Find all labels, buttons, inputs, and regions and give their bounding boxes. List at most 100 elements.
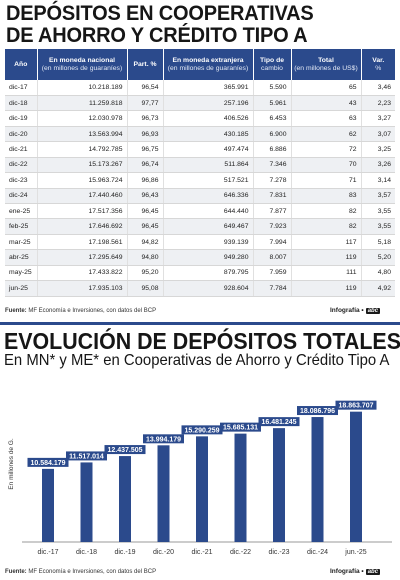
x-tick-label: dic.-17 (37, 549, 58, 556)
table-cell: 17.935.103 (36, 280, 127, 297)
table-cell: dic-24 (5, 188, 37, 205)
table-cell: 82 (290, 203, 361, 220)
table-cell: 939.139 (162, 234, 253, 251)
table-cell: 365.991 (162, 80, 253, 96)
bar-dic.-24 (311, 417, 324, 542)
chart-credit-label: Infografía • (330, 568, 364, 575)
table-cell: 83 (290, 188, 361, 205)
table-cell: 95,08 (126, 280, 163, 297)
column-header-label: Total (318, 56, 334, 64)
table-cell: 497.474 (162, 141, 253, 158)
table-cell: 72 (290, 141, 361, 158)
table-cell: 96,43 (126, 188, 163, 205)
table-cell: 644.440 (162, 203, 253, 220)
data-label: 16.481.245 (261, 419, 296, 426)
bar-dic.-18 (80, 462, 93, 542)
table-row: dic-21 14.792.785 96,75 497.474 6.886 72 3,25 (5, 141, 395, 158)
data-label: 15.290.259 (184, 427, 219, 434)
bar-dic.-22 (234, 433, 247, 542)
table-cell: 63 (290, 110, 361, 127)
deposits-bar-chart: En millones de G. 10.584.179 dic.-17 11.517… (8, 400, 392, 556)
column-header-sub: cambio (261, 64, 283, 72)
table-cell: 17.198.561 (36, 234, 127, 251)
data-label-box (297, 406, 338, 416)
table-cell: 119 (290, 280, 361, 297)
table-cell: 111 (290, 265, 361, 282)
table-cell: 3,57 (360, 188, 395, 205)
table-cell: 928.604 (162, 280, 253, 297)
data-label-box (220, 422, 261, 432)
table-cell: 646.336 (162, 188, 253, 205)
table-cell: 70 (290, 157, 361, 174)
table-cell: dic-20 (5, 126, 37, 143)
table-source-label: Fuente: (5, 308, 27, 314)
table-body: dic-17 10.218.189 96,54 365.991 5.590 65 3,46 d… (5, 80, 395, 297)
table-cell: 7.278 (252, 172, 291, 189)
bar-dic.-19 (119, 456, 131, 542)
table-cell: dic-17 (5, 80, 37, 96)
bar-dic.-20 (157, 445, 170, 542)
table-row: feb-25 17.646.692 96,45 649.467 7.923 82 3,55 (5, 218, 395, 235)
table-cell: 511.864 (162, 157, 253, 174)
abc-logo: abc (365, 308, 381, 314)
table-cell: 71 (290, 172, 361, 189)
table-cell: dic-22 (5, 157, 37, 174)
table-cell: 7.346 (252, 157, 291, 174)
table-cell: 649.467 (162, 218, 253, 235)
table-row: dic-24 17.440.460 96,43 646.336 7.831 83 3,57 (5, 188, 395, 205)
x-tick-label: jun.-25 (344, 549, 367, 556)
table-cell: 11.259.818 (36, 95, 127, 112)
column-header-label: Var. (372, 56, 385, 64)
table-row: may-25 17.433.822 95,20 879.795 7.959 111 4,80 (5, 265, 395, 282)
table-cell: abr-25 (5, 249, 37, 266)
table-cell: 17.433.822 (36, 265, 127, 282)
table-cell: 7.994 (252, 234, 291, 251)
table-cell: 14.792.785 (36, 141, 127, 158)
data-label-box (143, 434, 184, 444)
column-header: Var.% (360, 49, 395, 80)
table-cell: 6.453 (252, 110, 291, 127)
abc-logo-2: abc (365, 569, 381, 575)
table-cell: 12.030.978 (36, 110, 127, 127)
table-cell: 6.900 (252, 126, 291, 143)
table-title-line1: DEPÓSITOS EN COOPERATIVAS (6, 1, 314, 25)
table-cell: 2,23 (360, 95, 395, 112)
table-cell: 3,14 (360, 172, 395, 189)
table-cell: 949.280 (162, 249, 253, 266)
x-tick-label: dic.-21 (191, 549, 212, 556)
column-header-sub: (en millones de US$) (294, 64, 358, 72)
table-cell: 5,20 (360, 249, 395, 266)
chart-source-text: MF Economía e Inversiones, con datos del… (26, 569, 157, 575)
bar-dic.-17 (42, 468, 54, 542)
table-cell: 82 (290, 218, 361, 235)
column-header-label: Tipo de (259, 56, 285, 64)
table-cell: 3,25 (360, 141, 395, 158)
chart-subtitle: En MN* y ME* en Cooperativas de Ahorro y… (4, 352, 390, 369)
data-label-box (181, 425, 223, 435)
data-label: 12.437.505 (107, 447, 142, 454)
table-cell: 96,45 (126, 203, 163, 220)
data-label: 18.086.796 (300, 408, 335, 415)
table-cell: 96,54 (126, 80, 163, 96)
deposits-table: Año En moneda nacional (en millones de gua… (5, 49, 395, 297)
table-cell: 97,77 (126, 95, 163, 112)
column-header-label: Part. % (133, 60, 157, 68)
table-cell: 3,27 (360, 110, 395, 127)
table-title-line2: DE AHORRO Y CRÉDITO TIPO A (6, 23, 308, 47)
table-cell: 96,75 (126, 141, 163, 158)
table-cell: 3,07 (360, 126, 395, 143)
column-header: En moneda nacional (en millones de guaran… (36, 49, 127, 80)
table-cell: 430.185 (162, 126, 253, 143)
table-cell: 7.831 (252, 188, 291, 205)
table-cell: 95,20 (126, 265, 163, 282)
table-cell: 3,46 (360, 80, 395, 96)
table-cell: may-25 (5, 265, 37, 282)
table-cell: dic-18 (5, 95, 37, 112)
table-cell: 15.963.724 (36, 172, 127, 189)
table-cell: 17.295.649 (36, 249, 127, 266)
table-cell: 94,80 (126, 249, 163, 266)
data-label-box (66, 451, 107, 461)
table-cell: 6.886 (252, 141, 291, 158)
table-title: DEPÓSITOS EN COOPERATIVAS DE AHORRO Y CR… (6, 2, 369, 46)
column-header: Part. % (126, 49, 163, 80)
